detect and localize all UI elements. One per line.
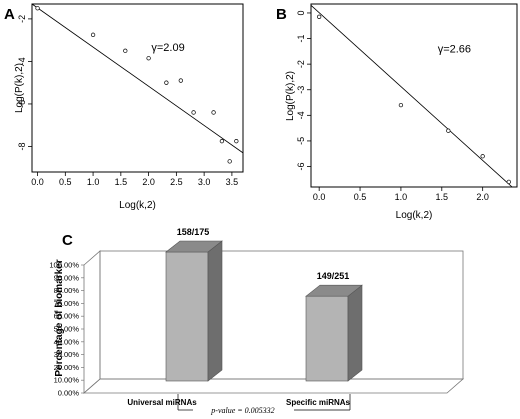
a-data-point	[191, 110, 196, 115]
panel-c-floor	[82, 378, 465, 394]
b-y-tick-label: 0	[296, 10, 306, 15]
a-x-tick-label: 2.0	[142, 177, 155, 187]
panel-c-labels: 158/175 149/251 Universal miRNAs Specific m…	[127, 227, 351, 411]
panel-b-gamma-annotation: γ=2.66	[438, 44, 471, 56]
panel-c-walls	[82, 250, 465, 394]
a-data-point	[123, 48, 128, 53]
a-x-tick-label: 3.5	[226, 177, 239, 187]
a-data-point	[219, 139, 225, 144]
panel-c-bar-top	[165, 240, 223, 253]
panel-c-category-label: Specific miRNAs	[286, 398, 351, 407]
panel-c-y-tick-label: 80.00%	[54, 286, 80, 295]
b-y-tick-label: -4	[296, 111, 306, 119]
b-y-tick-label: -1	[296, 35, 306, 43]
b-data-point	[398, 102, 404, 108]
b-data-point	[480, 154, 485, 159]
panel-c-bar-front	[165, 251, 209, 382]
panel-c-bar-top	[305, 284, 363, 297]
panel-b-y-axis-label: Log(P(k),2)	[285, 71, 296, 121]
panel-a-fit-line	[31, 3, 244, 154]
panel-c-bar-count-label: 158/175	[177, 227, 210, 237]
b-data-point	[446, 128, 451, 133]
panel-c-left-wall	[83, 250, 101, 394]
b-x-tick-label: 0.0	[313, 192, 326, 202]
a-data-point	[164, 80, 169, 85]
a-y-tick-label: -2	[17, 15, 27, 23]
panel-a-letter: A	[4, 6, 15, 23]
a-x-tick-label: 2.5	[170, 177, 183, 187]
panel-b-letter: B	[276, 6, 287, 23]
panel-a-x-axis-label: Log(k,2)	[119, 200, 156, 211]
panel-a-y-axis-label: Log(P(k),2)	[14, 63, 25, 113]
panel-b-x-ticks: 0.0 0.5 1.0 1.5 2.0	[313, 187, 489, 202]
panel-c-y-tick-label: 10.00%	[54, 376, 80, 385]
panel-c-y-axis-label: Percentage of biomarker	[54, 259, 65, 376]
panel-c-y-tick-label: 50.00%	[54, 325, 80, 334]
a-x-tick-label: 1.0	[87, 177, 100, 187]
a-data-point	[227, 159, 232, 164]
panel-b-points	[317, 14, 511, 185]
panel-c-bar-count-label: 149/251	[317, 271, 350, 281]
panel-a-gamma-annotation: γ=2.09	[151, 42, 184, 54]
panel-c-back-wall	[99, 250, 464, 380]
panel-b-scatter-chart: B 0.0 0.5 1.0 1.5 2.0 0 -1 -2 -3 -4 -5 -6 γ=2.66 L…	[276, 3, 518, 221]
b-y-tick-label: -2	[296, 60, 306, 68]
panel-a-points	[35, 6, 239, 164]
panel-c-bar-front	[305, 295, 349, 382]
a-data-point	[178, 78, 183, 83]
a-x-tick-label: 1.5	[115, 177, 128, 187]
b-x-tick-label: 1.0	[395, 192, 408, 202]
b-x-tick-label: 0.5	[354, 192, 367, 202]
a-x-tick-label: 0.5	[59, 177, 72, 187]
panel-c-y-tick-label: 0.00%	[58, 389, 80, 398]
panel-a-x-ticks: 0.0 0.5 1.0 1.5 2.0 2.5 3.0 3.5	[31, 172, 238, 187]
panel-a-y-ticks: -2 -4 -6 -8	[17, 15, 32, 150]
panel-a-scatter-chart: A 0.0 0.5 1.0 1.5 2.0 2.5 3.0 3.5 -2 -4 -6 -8 γ=2.…	[4, 3, 244, 211]
panel-b-y-ticks: 0 -1 -2 -3 -4 -5 -6	[296, 10, 311, 171]
b-x-tick-label: 1.5	[436, 192, 449, 202]
a-data-point	[211, 110, 216, 115]
panel-c-bar-side	[347, 284, 363, 382]
panel-c-category-label: Universal miRNAs	[127, 398, 197, 407]
panel-c-y-tick-label: 100.00%	[49, 261, 79, 270]
a-data-point	[35, 6, 40, 11]
panel-b-plot-frame	[310, 3, 518, 188]
b-x-tick-label: 2.0	[476, 192, 489, 202]
panel-c-3d-bar-chart: C 0.00% 10.00% 20.00% 30.00% 40.00% 50.00% 60.…	[49, 227, 465, 415]
panel-c-y-tick-label: 90.00%	[54, 273, 80, 282]
a-y-tick-label: -6	[17, 100, 27, 108]
b-data-point	[506, 179, 511, 185]
a-y-tick-label: -4	[17, 57, 27, 65]
panel-c-y-tick-label: 60.00%	[54, 312, 80, 321]
panel-c-y-tick-label: 70.00%	[54, 299, 80, 308]
b-data-point	[317, 14, 322, 19]
panel-b-fit-line	[310, 4, 513, 188]
a-y-tick-label: -8	[17, 142, 27, 150]
panel-c-p-value: p-value = 0.005332	[210, 406, 274, 415]
b-y-tick-label: -3	[296, 86, 306, 94]
panel-a-plot-frame	[31, 3, 244, 173]
b-y-tick-label: -5	[296, 137, 306, 145]
panel-c-letter: C	[62, 232, 73, 249]
a-x-tick-label: 3.0	[198, 177, 211, 187]
a-x-tick-label: 0.0	[31, 177, 44, 187]
a-data-point	[146, 56, 151, 61]
panel-c-y-ticks: 0.00% 10.00% 20.00% 30.00% 40.00% 50.00% 60.00…	[49, 261, 84, 398]
panel-c-y-tick-label: 20.00%	[54, 363, 80, 372]
a-data-point	[234, 139, 239, 144]
panel-b-x-axis-label: Log(k,2)	[396, 210, 433, 221]
b-y-tick-label: -6	[296, 163, 306, 171]
a-data-point	[90, 32, 96, 37]
panel-c-bar-side	[207, 240, 223, 382]
panel-c-y-tick-label: 40.00%	[54, 337, 80, 346]
panel-c-y-tick-label: 30.00%	[54, 350, 80, 359]
panel-c-bars	[165, 240, 363, 382]
